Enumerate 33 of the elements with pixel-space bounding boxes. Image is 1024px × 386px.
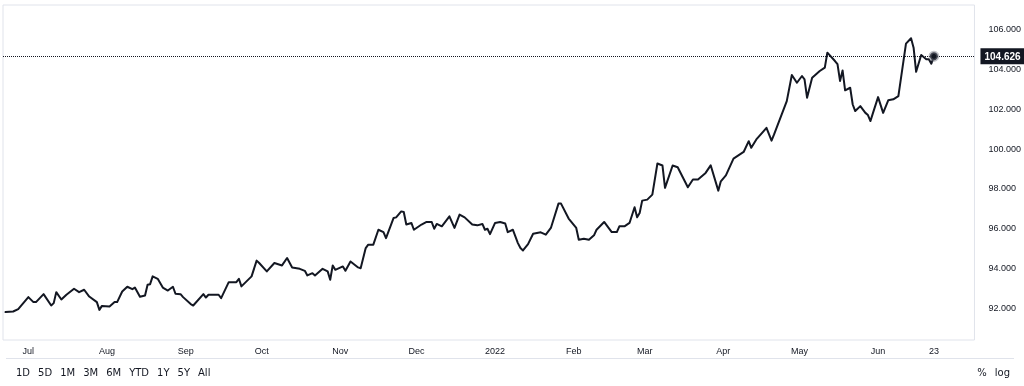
x-tick-label: Jul (22, 345, 35, 356)
y-tick-label: 102.000 (988, 103, 1022, 114)
x-tick-label: Feb (565, 345, 582, 356)
y-tick-label: 96.000 (988, 223, 1016, 234)
text: 1M (60, 366, 76, 378)
y-tick-label: 104.000 (988, 63, 1022, 74)
x-tick-label: May (790, 345, 809, 356)
text: 5Y (177, 366, 191, 378)
text: 6M (106, 366, 122, 378)
y-tick-label: 106.000 (988, 23, 1022, 34)
text: All (198, 366, 211, 378)
x-tick-label: Sep (177, 345, 194, 356)
x-tick-label: Oct (254, 345, 270, 356)
text: 5D (38, 366, 53, 378)
text: log (994, 366, 1010, 378)
x-tick-label: 23 (928, 345, 939, 356)
x-tick-label: 2022 (485, 345, 506, 356)
ref-line-label: 104.626 (984, 50, 1022, 62)
y-tick-label: 98.000 (988, 183, 1016, 194)
y-tick-label: 92.000 (988, 303, 1016, 314)
x-tick-label: Jun (870, 345, 886, 356)
x-tick-label: Aug (98, 345, 115, 356)
x-tick-label: Nov (332, 345, 349, 356)
x-tick-label: Apr (716, 345, 731, 356)
text: 1Y (157, 366, 170, 378)
text: 3M (83, 366, 99, 378)
x-tick-label: Mar (636, 345, 653, 356)
text: YTD (129, 366, 150, 378)
x-tick-label: Dec (408, 345, 425, 356)
text: % (977, 366, 987, 378)
y-tick-label: 100.000 (988, 143, 1022, 154)
y-tick-label: 94.000 (988, 263, 1016, 274)
text: 1D (16, 366, 31, 378)
